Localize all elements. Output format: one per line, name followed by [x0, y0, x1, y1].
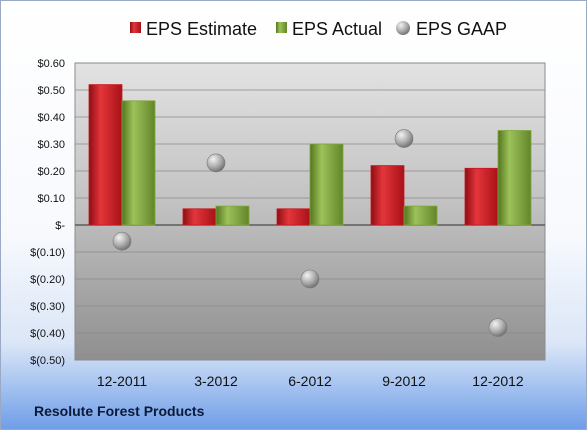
y-tick-label: $0.20 — [37, 166, 65, 178]
estimate-bar — [464, 167, 499, 226]
x-axis-ticks: 12-2011 3-2012 6-2012 9-2012 12-2012 — [97, 373, 524, 389]
y-tick-label: $0.10 — [37, 193, 65, 205]
actual-bar — [121, 100, 156, 226]
y-axis-ticks: $0.60 $0.50 $0.40 $0.30 $0.20 $0.10 $- $(0.10) $… — [30, 58, 65, 367]
y-tick-label: $(0.40) — [30, 328, 65, 340]
x-tick-label: 12-2012 — [472, 373, 524, 389]
company-label: Resolute Forest Products — [34, 403, 205, 419]
x-tick-label: 3-2012 — [194, 373, 238, 389]
y-tick-label: $(0.10) — [30, 247, 65, 259]
gaap-marker — [206, 153, 226, 173]
y-tick-label: $0.40 — [37, 112, 65, 124]
legend-label-gaap: EPS GAAP — [416, 19, 507, 39]
estimate-bar — [370, 165, 405, 226]
y-tick-label: $0.60 — [37, 58, 65, 70]
x-tick-label: 6-2012 — [288, 373, 332, 389]
y-tick-label: $(0.30) — [30, 301, 65, 313]
gaap-marker — [112, 231, 132, 251]
actual-bar — [215, 205, 250, 226]
estimate-bar — [88, 84, 123, 226]
gaap-marker — [300, 269, 320, 289]
legend-label-actual: EPS Actual — [292, 19, 382, 39]
legend: EPS Estimate EPS Actual EPS GAAP — [130, 19, 507, 39]
x-tick-label: 12-2011 — [97, 373, 148, 389]
legend-swatch-gaap — [396, 21, 410, 35]
gaap-marker — [394, 129, 414, 148]
y-tick-label: $0.50 — [37, 85, 65, 97]
actual-bar — [309, 143, 344, 226]
actual-bar — [403, 205, 438, 226]
gaap-markers — [112, 129, 508, 337]
y-tick-label: $(0.20) — [30, 274, 65, 286]
actual-bar — [497, 130, 532, 226]
estimate-bar — [182, 208, 217, 226]
y-tick-label: $0.30 — [37, 139, 65, 151]
x-tick-label: 9-2012 — [382, 373, 426, 389]
gaap-marker — [488, 318, 508, 337]
legend-label-estimate: EPS Estimate — [146, 19, 257, 39]
bars — [88, 84, 532, 226]
legend-swatch-actual — [276, 22, 287, 33]
legend-swatch-estimate — [130, 22, 141, 33]
estimate-bar — [276, 208, 311, 226]
y-tick-label: $- — [55, 220, 65, 232]
y-tick-label: $(0.50) — [30, 355, 65, 367]
